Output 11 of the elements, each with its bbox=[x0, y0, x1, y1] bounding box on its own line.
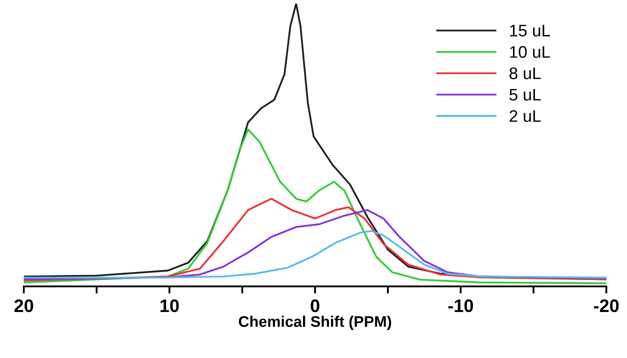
x-tick-label: -10 bbox=[448, 299, 473, 312]
legend-label: 15 uL bbox=[510, 24, 550, 36]
x-axis-title: Chemical Shift (PPM) bbox=[238, 316, 392, 330]
legend-label: 10 uL bbox=[510, 46, 550, 58]
x-tick-label: -20 bbox=[594, 299, 619, 312]
legend-label: 2 uL bbox=[510, 110, 541, 122]
x-tick-label: 0 bbox=[310, 299, 320, 312]
legend-label: 5 uL bbox=[510, 88, 541, 101]
x-tick-label: 10 bbox=[160, 299, 179, 312]
x-tick-label: 20 bbox=[14, 299, 34, 312]
legend-label: 8 uL bbox=[510, 67, 541, 80]
